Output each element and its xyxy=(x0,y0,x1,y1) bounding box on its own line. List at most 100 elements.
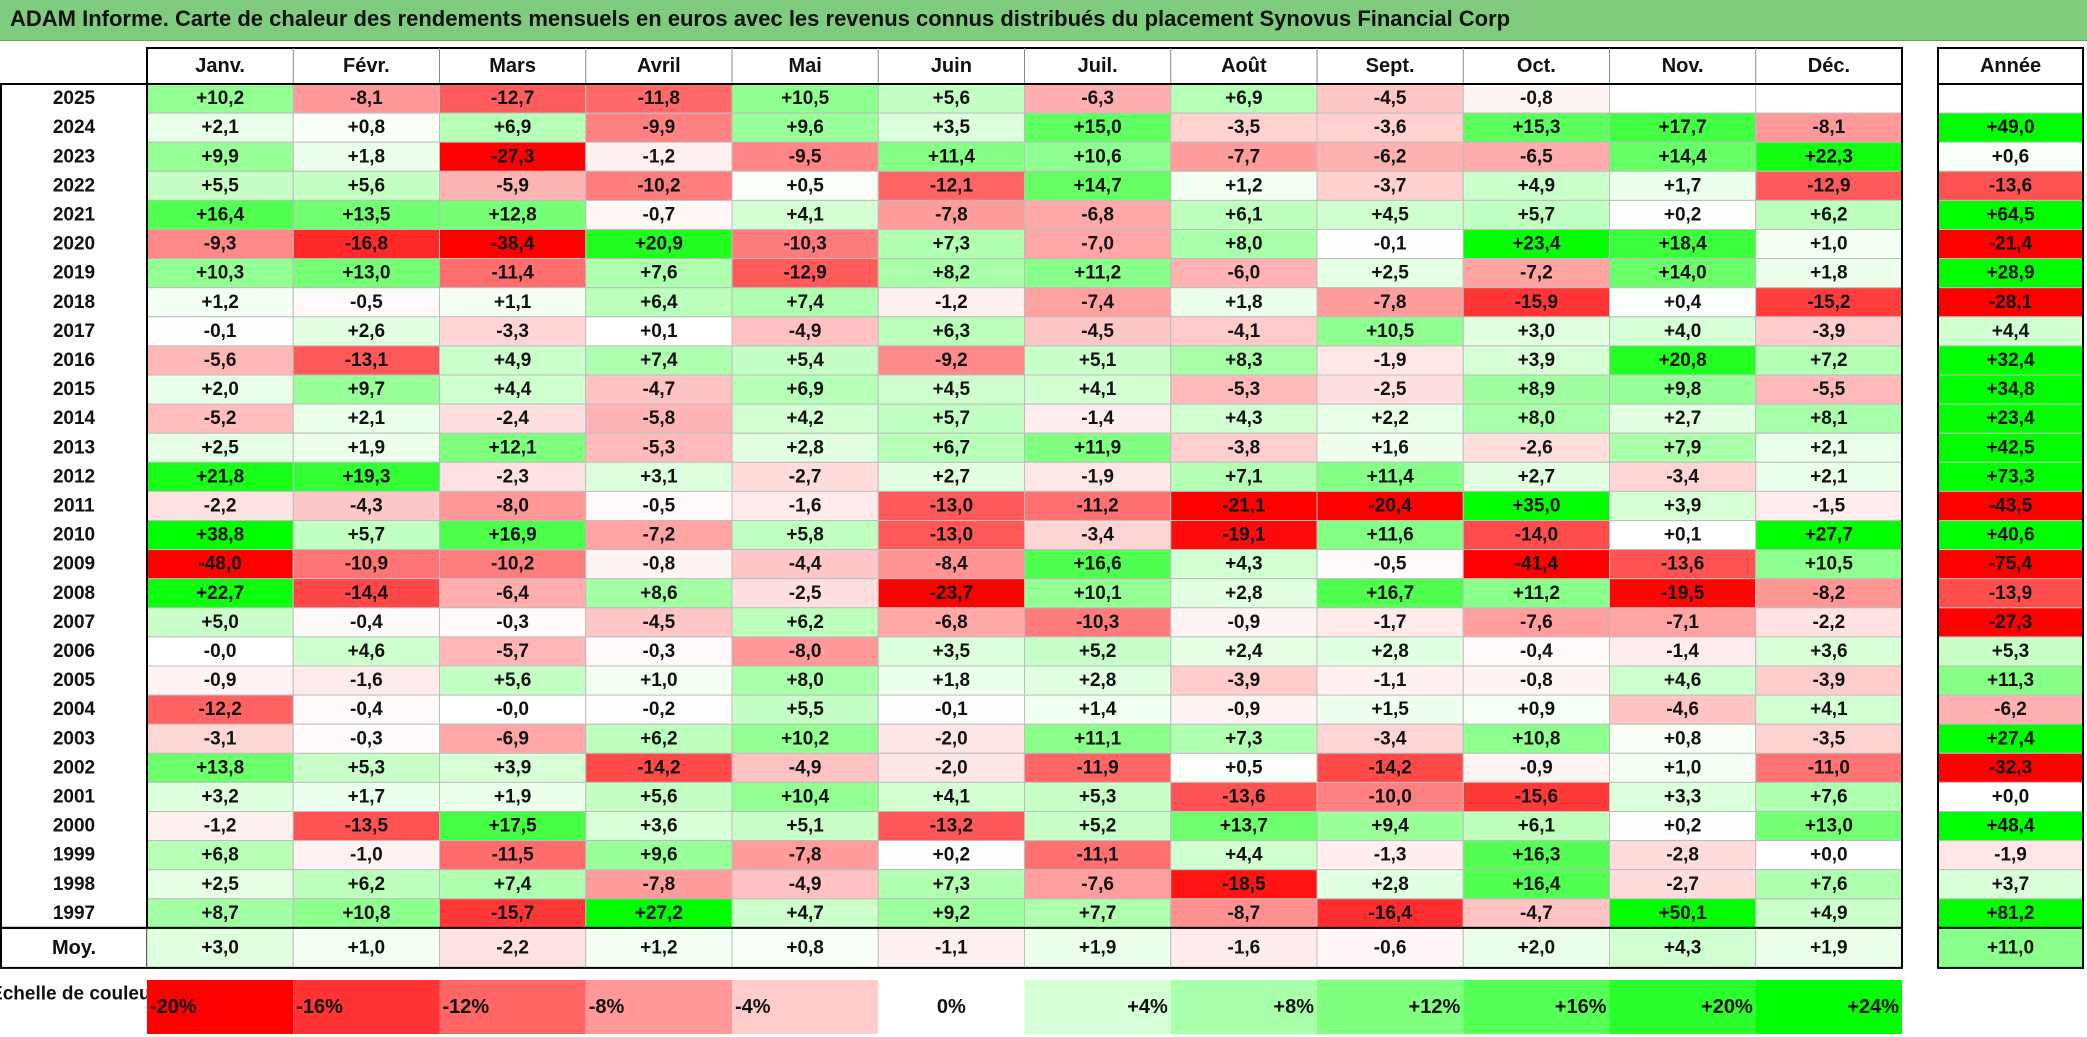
heatmap-cell-label: +4,6 xyxy=(348,641,386,662)
heatmap-cell xyxy=(877,490,1025,521)
heatmap-cell-label: +1,4 xyxy=(1079,699,1117,720)
heatmap-cell-label: -3,8 xyxy=(1228,437,1261,458)
heatmap-cell xyxy=(1609,549,1757,580)
heatmap-cell-label: +1,5 xyxy=(1371,699,1409,720)
heatmap-cell-label: +16,4 xyxy=(196,204,245,225)
heatmap-cell xyxy=(877,258,1025,289)
heatmap-cell-label: -6,2 xyxy=(1374,146,1407,167)
year-label-1998: 1998 xyxy=(53,874,95,895)
heatmap-cell-label: -13,0 xyxy=(930,495,973,516)
heatmap-cell xyxy=(1316,607,1464,638)
heatmap-cell-label: +5,2 xyxy=(1079,641,1117,662)
heatmap-cell-label: +7,2 xyxy=(1810,350,1848,371)
year-label-2022: 2022 xyxy=(53,175,95,196)
heatmap-cell-label: +9,7 xyxy=(348,379,386,400)
heatmap-cell xyxy=(585,287,733,318)
heatmap-cell-label: +0,8 xyxy=(1664,728,1702,749)
heatmap-cell-label: -7,4 xyxy=(1081,292,1114,313)
heatmap-cell xyxy=(1755,316,1903,347)
heatmap-cell-label: +2,7 xyxy=(933,466,971,487)
year-label-2013: 2013 xyxy=(53,437,95,458)
heatmap-cell-label: +8,0 xyxy=(786,670,824,691)
heatmap-cell xyxy=(585,83,733,114)
heatmap-cell xyxy=(877,752,1025,783)
average-annual-label: +11,0 xyxy=(1987,937,2034,958)
heatmap-cell-label: +5,7 xyxy=(1518,204,1556,225)
heatmap-cell-label: -18,5 xyxy=(1222,874,1266,895)
heatmap-cell-label: -12,9 xyxy=(783,263,826,284)
heatmap-cell-label: +6,8 xyxy=(201,845,239,866)
heatmap-cell-label: +6,4 xyxy=(640,292,678,313)
heatmap-cell xyxy=(731,781,879,813)
annual-cell xyxy=(1937,374,2084,405)
annual-cell-label: -27,3 xyxy=(1989,612,2032,633)
heatmap-cell-label: +6,2 xyxy=(786,612,824,633)
average-cell-label: +1,9 xyxy=(1810,937,1848,958)
heatmap-cell xyxy=(1755,83,1903,114)
heatmap-cell xyxy=(1024,432,1172,463)
heatmap-cell-label: +22,3 xyxy=(1805,146,1853,167)
scale-swatch xyxy=(1755,980,1902,1034)
heatmap-cell xyxy=(1024,461,1172,492)
annual-cell-label: -6,2 xyxy=(1994,699,2027,720)
heatmap-cell-label: +8,0 xyxy=(1518,408,1556,429)
heatmap-cell-label: -3,6 xyxy=(1374,117,1407,138)
heatmap-cell-label: -19,1 xyxy=(1222,525,1266,546)
heatmap-cell-label: +5,1 xyxy=(786,816,824,837)
heatmap-cell xyxy=(877,578,1025,609)
heatmap-cell-label: +6,2 xyxy=(640,728,678,749)
heatmap-cell-label: +18,4 xyxy=(1659,234,1708,255)
heatmap-cell-label: +0,1 xyxy=(640,321,678,342)
heatmap-cell xyxy=(1462,403,1610,434)
heatmap-cell-label: +10,5 xyxy=(1805,554,1854,575)
year-label-2001: 2001 xyxy=(53,786,96,807)
heatmap-cell xyxy=(1609,636,1757,667)
heatmap-cell xyxy=(146,199,294,230)
annual-cell-label: +32,4 xyxy=(1986,350,2035,371)
heatmap-cell-label: +1,7 xyxy=(348,786,386,807)
average-cell xyxy=(585,927,733,969)
heatmap-cell-label: +7,4 xyxy=(640,350,678,371)
heatmap-cell-label: +2,7 xyxy=(1518,466,1556,487)
heatmap-cell-label: -11,0 xyxy=(1808,757,1850,778)
scale-swatch-label: +12% xyxy=(1409,996,1461,1018)
annual-cell xyxy=(1937,898,2084,929)
heatmap-cell xyxy=(1316,199,1464,230)
annual-cell xyxy=(1937,316,2084,347)
heatmap-cell-label: +4,1 xyxy=(1079,379,1117,400)
heatmap-cell-label: +7,3 xyxy=(1225,728,1263,749)
year-label-2002: 2002 xyxy=(53,757,95,778)
heatmap-cell xyxy=(1024,345,1172,376)
heatmap-cell xyxy=(1755,578,1903,609)
heatmap-cell-label: -13,1 xyxy=(345,350,389,371)
heatmap-cell xyxy=(439,490,587,521)
heatmap-cell-label: +19,3 xyxy=(342,466,390,487)
heatmap-cell xyxy=(292,141,440,172)
heatmap-cell-label: +2,1 xyxy=(1810,466,1848,487)
heatmap-cell-label: -0,3 xyxy=(350,728,383,749)
year-label-2015: 2015 xyxy=(53,379,96,400)
heatmap-cell-label: -7,8 xyxy=(789,845,822,866)
heatmap-cell-label: +2,8 xyxy=(1371,641,1409,662)
heatmap-cell-label: +3,5 xyxy=(933,117,971,138)
annual-cell xyxy=(1937,723,2084,754)
annual-cell xyxy=(1937,170,2084,201)
heatmap-cell xyxy=(1462,229,1610,260)
heatmap-cell xyxy=(1755,374,1903,405)
heatmap-cell-label: -5,2 xyxy=(204,408,237,429)
heatmap-cell xyxy=(292,636,440,667)
heatmap-cell xyxy=(1170,578,1318,609)
heatmap-cell-label: -4,5 xyxy=(643,612,676,633)
heatmap-cell xyxy=(731,403,879,434)
heatmap-cell xyxy=(1316,636,1464,667)
annual-cell-label: -13,9 xyxy=(1989,583,2032,604)
heatmap-cell-label: -5,9 xyxy=(496,175,529,196)
average-cell xyxy=(1755,927,1903,969)
heatmap-cell-label: -13,6 xyxy=(1661,554,1704,575)
average-cell-label: -1,1 xyxy=(935,937,968,958)
heatmap-cell-label: -5,6 xyxy=(204,350,237,371)
heatmap-cell xyxy=(1609,723,1757,754)
heatmap-cell xyxy=(1609,141,1757,172)
heatmap-cell xyxy=(1755,520,1903,551)
